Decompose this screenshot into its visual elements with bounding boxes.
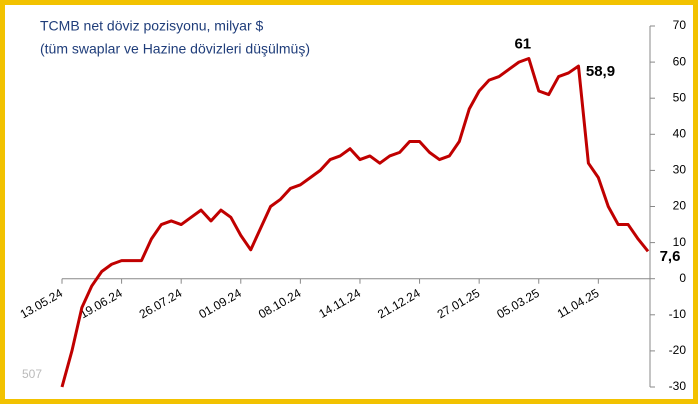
y-tick-label: 30: [673, 163, 687, 177]
value-label: 7,6: [660, 248, 681, 265]
y-tick-label: 60: [673, 54, 687, 68]
value-label: 58,9: [586, 63, 615, 80]
chart-subtitle: (tüm swaplar ve Hazine dövizleri düşülmü…: [40, 41, 310, 57]
y-tick-label: 70: [673, 18, 687, 32]
y-tick-label: 10: [673, 235, 687, 249]
y-tick-label: 20: [673, 199, 687, 213]
line: [60, 56, 650, 388]
y-tick-label: -20: [669, 343, 687, 357]
value-label: 61: [514, 35, 531, 52]
y-tick-label: -30: [669, 379, 687, 393]
y-tick-label: -10: [669, 307, 687, 321]
y-tick-label: 40: [673, 126, 687, 140]
watermark: 507: [22, 367, 42, 381]
chart-title: TCMB net döviz pozisyonu, milyar $: [40, 18, 264, 34]
y-tick-label: 0: [679, 271, 686, 285]
y-tick-label: 50: [673, 90, 687, 104]
